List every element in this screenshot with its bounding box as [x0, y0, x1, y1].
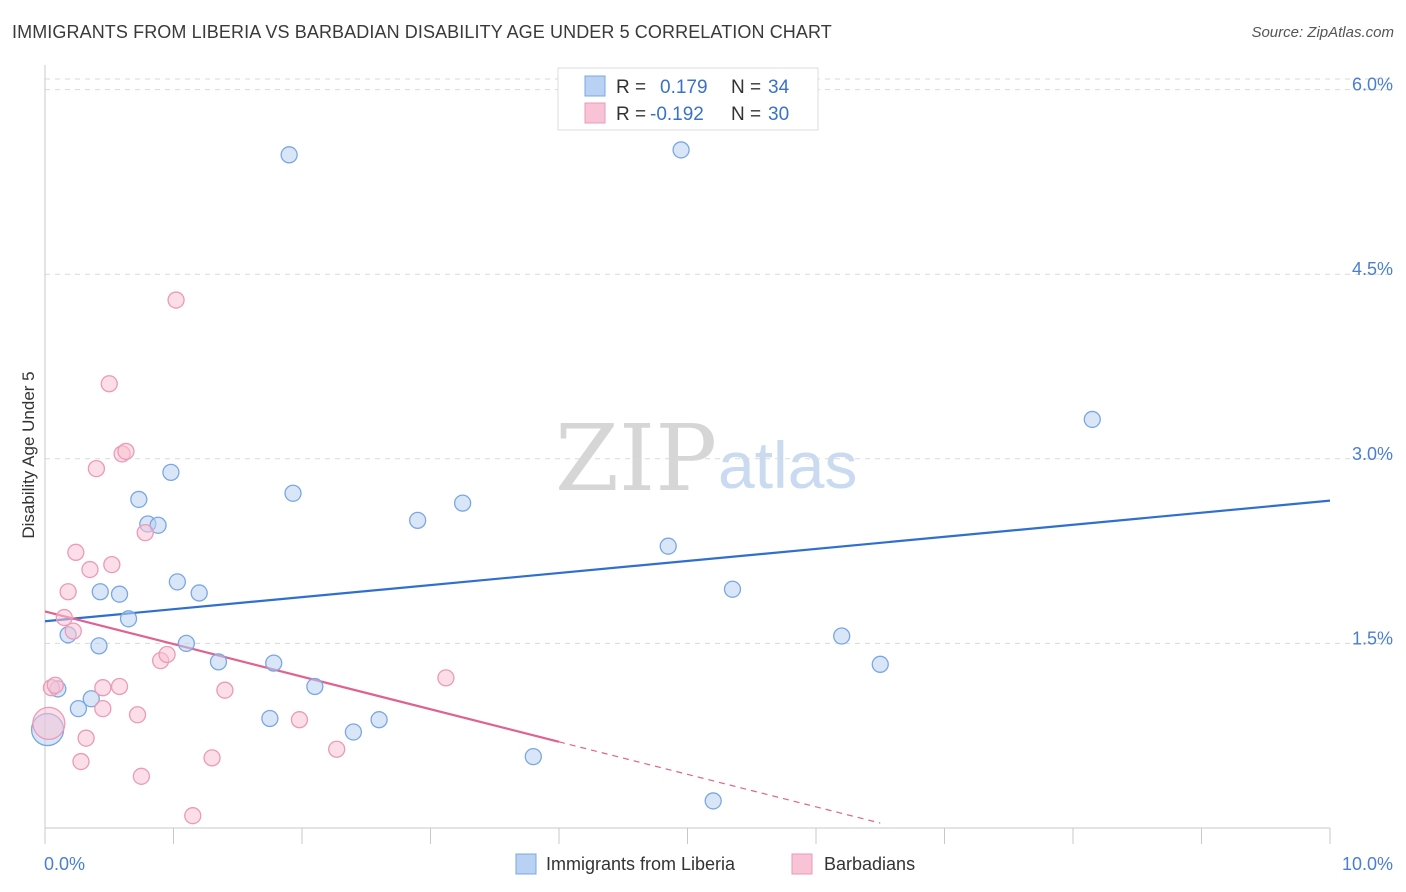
source-label: Source: ZipAtlas.com	[1251, 24, 1394, 41]
point-barbadians	[103, 555, 121, 574]
point-barbadians	[55, 608, 73, 627]
legend-n-value-1: 34	[768, 77, 790, 98]
point-liberia	[119, 610, 138, 628]
legend-swatch-liberia	[584, 75, 606, 97]
point-liberia	[833, 627, 851, 645]
point-barbadians	[81, 560, 99, 579]
point-liberia	[453, 494, 472, 512]
point-barbadians	[203, 749, 221, 767]
y-tick-labels: 1.5% 3.0% 4.5% 6.0%	[1352, 75, 1393, 649]
point-liberia	[168, 573, 187, 591]
bottom-legend: Immigrants from Liberia Barbadians	[515, 853, 915, 875]
point-barbadians	[72, 752, 90, 771]
trend-lines	[44, 499, 1331, 824]
point-liberia	[306, 677, 324, 696]
point-barbadians	[290, 711, 309, 729]
legend-swatch-barbadians	[584, 102, 606, 124]
point-barbadians	[100, 375, 118, 393]
point-barbadians	[64, 622, 82, 640]
legend-r-label-1: R =	[616, 77, 646, 98]
y-tick-label: 3.0%	[1352, 444, 1393, 464]
legend-r-value-1: 0.179	[660, 77, 708, 98]
point-liberia	[90, 637, 108, 655]
point-liberia	[162, 463, 180, 481]
x-tick-label-max: 10.0%	[1342, 854, 1393, 874]
point-barbadians	[184, 807, 202, 825]
point-barbadians	[158, 645, 176, 664]
point-barbadians	[216, 681, 234, 699]
point-liberia	[659, 537, 677, 555]
point-liberia	[149, 516, 167, 534]
point-liberia	[82, 690, 100, 708]
point-barbadians	[46, 676, 64, 694]
x-tick-label-min: 0.0%	[44, 854, 85, 874]
legend-n-label-1: N =	[731, 77, 761, 98]
y-axis-label: Disability Age Under 5	[19, 371, 38, 538]
point-barbadians	[167, 291, 185, 309]
point-barbadians	[67, 543, 85, 561]
point-liberia	[130, 490, 148, 509]
point-barbadians	[328, 740, 346, 758]
point-liberia	[1083, 410, 1101, 429]
legend-r-label-2: R =	[616, 104, 646, 125]
point-liberia	[524, 747, 542, 766]
point-liberia	[344, 723, 363, 741]
axes	[44, 65, 1331, 844]
point-liberia	[265, 654, 283, 672]
point-liberia	[177, 634, 196, 653]
point-barbadians	[132, 767, 151, 785]
point-barbadians	[136, 523, 154, 542]
point-barbadians	[77, 729, 95, 747]
point-liberia	[280, 146, 298, 164]
point-liberia	[370, 711, 388, 729]
y-tick-label: 1.5%	[1352, 628, 1393, 648]
trend-line-barbadians-extension	[558, 741, 881, 824]
point-liberia	[91, 583, 109, 601]
point-liberia	[871, 655, 889, 673]
watermark-atlas: atlas	[718, 428, 857, 502]
y-tick-label: 4.5%	[1352, 259, 1393, 279]
bottom-legend-swatch-barbadians	[791, 853, 813, 875]
bottom-legend-label-liberia: Immigrants from Liberia	[546, 854, 736, 874]
point-liberia	[284, 484, 302, 502]
trend-line-barbadians	[44, 610, 560, 743]
watermark: ZIP atlas	[555, 405, 857, 512]
point-liberia	[723, 580, 742, 598]
point-barbadians	[110, 677, 129, 696]
point-liberia	[209, 653, 228, 671]
bottom-legend-swatch-liberia	[515, 853, 537, 875]
point-barbadians	[32, 706, 66, 741]
point-barbadians	[87, 460, 106, 478]
legend-n-label-2: N =	[731, 104, 761, 125]
point-barbadians	[437, 669, 455, 687]
point-liberia	[190, 584, 208, 602]
legend-n-value-2: 30	[768, 104, 789, 125]
point-liberia	[672, 141, 690, 159]
point-liberia	[261, 709, 279, 728]
point-barbadians	[128, 706, 147, 724]
point-barbadians	[59, 583, 77, 601]
data-points	[30, 141, 1101, 825]
chart-title: IMMIGRANTS FROM LIBERIA VS BARBADIAN DIS…	[12, 22, 832, 42]
point-liberia	[110, 585, 129, 603]
point-liberia	[69, 699, 88, 718]
legend-r-value-2: -0.192	[650, 104, 704, 125]
y-tick-label: 6.0%	[1352, 75, 1393, 95]
point-liberia	[704, 792, 722, 810]
point-liberia	[408, 511, 427, 529]
point-barbadians	[117, 442, 135, 461]
point-barbadians	[94, 699, 112, 718]
legend: R = 0.179 N = 34 R = -0.192 N = 30	[557, 67, 819, 131]
trend-line-liberia	[44, 499, 1331, 623]
bottom-legend-label-barbadians: Barbadians	[824, 854, 915, 874]
point-barbadians	[94, 679, 112, 697]
